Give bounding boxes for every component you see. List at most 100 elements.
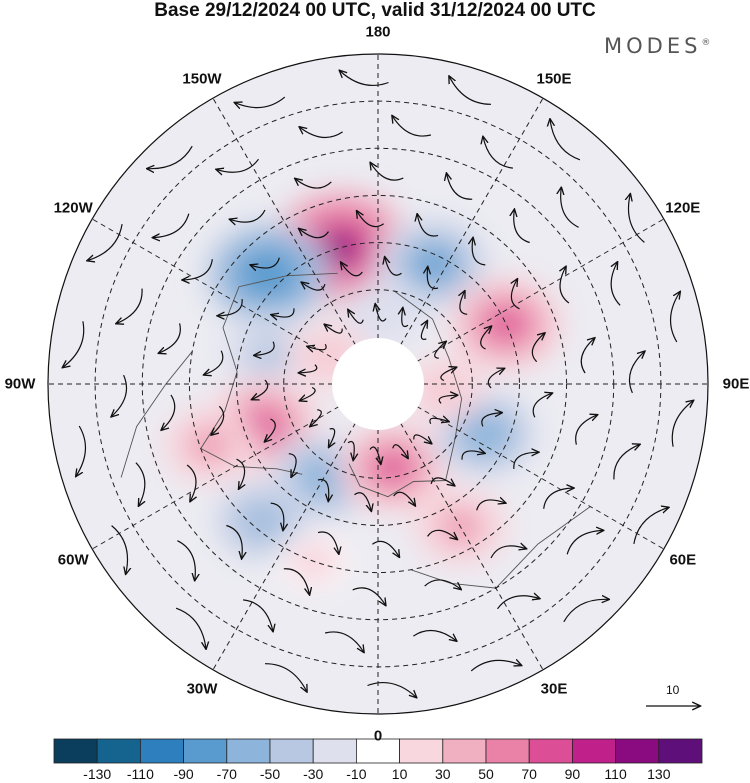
streamline-arrow xyxy=(111,374,128,417)
streamline-arrow xyxy=(317,478,329,502)
streamline-arrow xyxy=(161,394,176,430)
streamline-arrow xyxy=(550,119,581,161)
streamline-arrow xyxy=(288,453,296,477)
streamline-arrow xyxy=(252,379,269,399)
streamline-arrow xyxy=(513,452,539,469)
meridian-line xyxy=(377,97,544,385)
colorbar-tick-label: -90 xyxy=(173,766,194,782)
longitude-label: 150E xyxy=(536,70,572,88)
streamline-arrow xyxy=(300,386,316,401)
streamline-arrow xyxy=(235,96,286,108)
map-boundary xyxy=(47,53,709,715)
colorbar-swatch xyxy=(96,738,141,764)
anomaly-contour xyxy=(250,259,286,289)
longitude-label: 30W xyxy=(186,680,218,698)
streamline-arrow xyxy=(430,477,455,486)
meridian-line xyxy=(377,383,665,550)
streamline-arrow xyxy=(76,425,86,476)
anomaly-field xyxy=(48,54,708,714)
streamline-arrow xyxy=(357,211,384,228)
streamline-arrow xyxy=(460,291,468,315)
brand-mark: ® xyxy=(701,38,711,48)
streamline-arrow xyxy=(111,525,128,575)
anomaly-contour xyxy=(248,509,278,533)
streamline-arrow xyxy=(352,587,386,606)
colorbar-swatch xyxy=(485,738,530,764)
streamline-arrow xyxy=(413,434,432,444)
colorbar xyxy=(53,738,703,764)
brand-name: MODES xyxy=(604,34,702,58)
colorbar-tick-label: 130 xyxy=(647,766,671,782)
meridian-line xyxy=(212,97,379,385)
streamline-arrow xyxy=(563,599,609,623)
latitude-circle xyxy=(188,194,568,574)
streamline-arrow xyxy=(543,488,574,509)
streamline-arrow xyxy=(476,500,506,511)
streamline-arrow xyxy=(116,288,143,324)
map-title: Base 29/12/2024 00 UTC, valid 31/12/2024… xyxy=(154,0,596,21)
streamline-arrow xyxy=(324,324,343,334)
streamline-arrow xyxy=(250,257,280,268)
streamline-arrow xyxy=(63,321,85,367)
longitude-label: 30E xyxy=(540,680,568,698)
streamline-arrow xyxy=(372,540,399,557)
anomaly-contour xyxy=(322,231,361,264)
latitude-circle xyxy=(236,242,520,526)
colorbar-tick-label: -70 xyxy=(216,766,237,782)
streamline-arrow xyxy=(438,395,457,404)
colorbar-swatch xyxy=(528,738,573,764)
streamline-arrow xyxy=(159,323,181,353)
streamline-arrow xyxy=(204,350,224,375)
streamline-arrow xyxy=(211,405,225,435)
streamline-arrow xyxy=(671,401,693,447)
streamline-arrow xyxy=(490,546,526,559)
colorbar-swatch xyxy=(399,738,444,764)
colorbar-swatch xyxy=(658,738,703,764)
colorbar-tick-label: -10 xyxy=(346,766,367,782)
streamline-arrow xyxy=(483,137,513,169)
streamline-arrow xyxy=(317,531,339,554)
streamline-arrow xyxy=(299,364,318,373)
streamline-arrow xyxy=(440,367,457,382)
coastline xyxy=(200,272,338,475)
streamline-arrow xyxy=(177,540,195,581)
meridian-line xyxy=(377,218,665,385)
streamline-arrow xyxy=(461,451,485,460)
reference-vector-label: 10 xyxy=(666,683,680,697)
streamline-arrow xyxy=(367,682,417,698)
streamline-arrow xyxy=(566,530,603,555)
streamline-arrow xyxy=(265,418,276,442)
colorbar-swatch xyxy=(139,738,184,764)
streamline-arrow xyxy=(295,179,332,189)
streamline-arrow xyxy=(135,462,145,506)
streamline-arrow xyxy=(561,188,579,228)
colorbar-tick-label: 10 xyxy=(391,766,408,782)
colorbar-tick-label: -110 xyxy=(126,766,154,782)
colorbar-swatch xyxy=(269,738,314,764)
streamline-arrow xyxy=(147,145,193,169)
longitude-label: 90W xyxy=(4,375,36,393)
colorbar-swatch xyxy=(226,738,271,764)
colorbar-tick-label: -30 xyxy=(303,766,324,782)
streamline-arrow xyxy=(310,409,322,427)
longitude-label: 90E xyxy=(722,375,750,393)
brand-logo: MODES® xyxy=(604,34,710,58)
streamline-arrow xyxy=(230,209,266,222)
streamline-arrow xyxy=(511,279,520,310)
streamline-arrow xyxy=(301,282,326,291)
streamline-arrow xyxy=(307,344,327,349)
colorbar-tick-label: 30 xyxy=(435,766,451,782)
streamline-arrow xyxy=(560,267,570,304)
meridian-line xyxy=(91,218,379,385)
streamline-arrow xyxy=(153,213,190,238)
colorbar-tick-label: -50 xyxy=(259,766,281,782)
streamline-arrow xyxy=(182,259,213,280)
streamline-arrow xyxy=(580,338,594,374)
streamline-arrow xyxy=(283,568,310,595)
streamline-arrow xyxy=(347,440,354,460)
streamline-arrow xyxy=(427,529,458,539)
streamline-arrow xyxy=(354,492,372,511)
streamline-arrow xyxy=(532,393,552,418)
coastline xyxy=(120,351,193,478)
streamline-arrow xyxy=(472,238,486,266)
